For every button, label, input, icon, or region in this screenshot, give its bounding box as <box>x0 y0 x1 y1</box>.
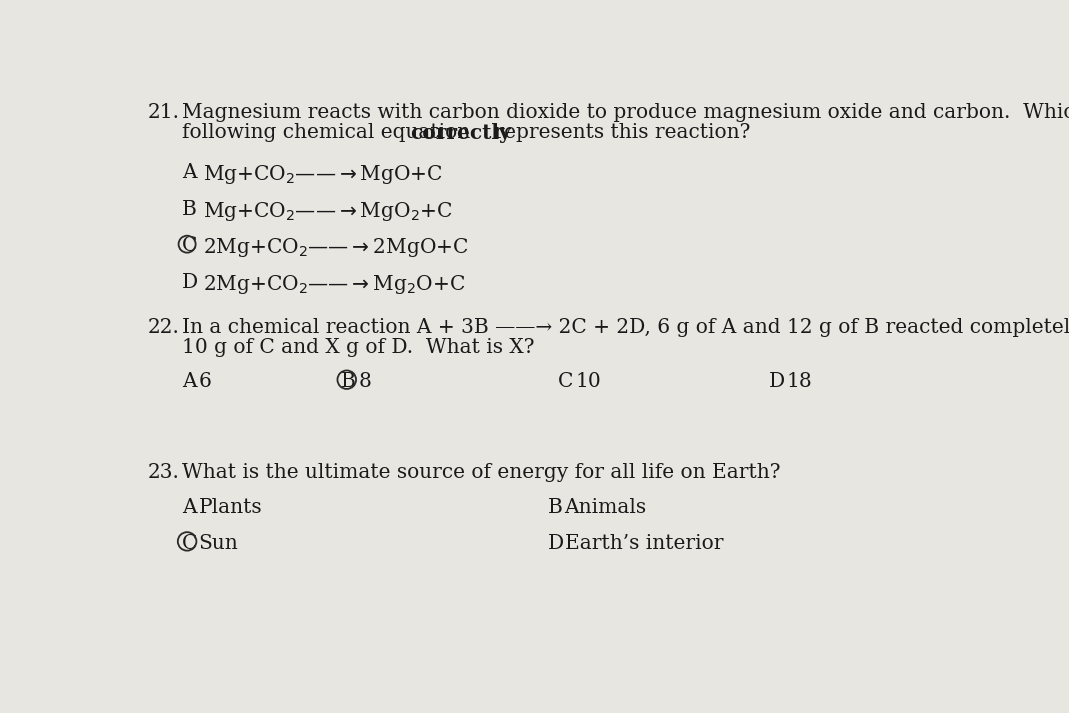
Text: 8: 8 <box>358 372 371 391</box>
Text: 23.: 23. <box>148 463 180 482</box>
Text: Mg+CO$_2$——$\rightarrow$MgO+C: Mg+CO$_2$——$\rightarrow$MgO+C <box>203 163 444 185</box>
Text: C: C <box>182 534 197 553</box>
Text: In a chemical reaction A + 3B ——→ 2C + 2D, 6 g of A and 12 g of B reacted comple: In a chemical reaction A + 3B ——→ 2C + 2… <box>182 318 1069 337</box>
Text: 10: 10 <box>575 372 601 391</box>
Text: 22.: 22. <box>148 318 180 337</box>
Text: 18: 18 <box>786 372 812 391</box>
Text: 2Mg+CO$_2$——$\rightarrow$2MgO+C: 2Mg+CO$_2$——$\rightarrow$2MgO+C <box>203 237 469 260</box>
Text: represents this reaction?: represents this reaction? <box>487 123 750 141</box>
Text: B: B <box>547 498 562 517</box>
Text: B: B <box>182 200 197 218</box>
Text: Animals: Animals <box>564 498 647 517</box>
Text: D: D <box>182 274 198 292</box>
Text: Plants: Plants <box>199 498 262 517</box>
Text: What is the ultimate source of energy for all life on Earth?: What is the ultimate source of energy fo… <box>182 463 780 482</box>
Text: C: C <box>182 237 197 255</box>
Text: 6: 6 <box>199 372 212 391</box>
Text: Earth’s interior: Earth’s interior <box>564 534 723 553</box>
Text: Sun: Sun <box>199 534 238 553</box>
Text: 2Mg+CO$_2$——$\rightarrow$Mg$_2$O+C: 2Mg+CO$_2$——$\rightarrow$Mg$_2$O+C <box>203 274 466 297</box>
Text: following chemical equation: following chemical equation <box>182 123 477 141</box>
Text: C: C <box>558 372 574 391</box>
Text: D: D <box>769 372 786 391</box>
Text: 21.: 21. <box>148 103 180 121</box>
Text: D: D <box>547 534 563 553</box>
Text: correctly: correctly <box>410 123 511 143</box>
Text: A: A <box>182 498 197 517</box>
Text: A: A <box>182 163 197 182</box>
Text: B: B <box>341 372 356 391</box>
Text: A: A <box>182 372 197 391</box>
Text: Magnesium reacts with carbon dioxide to produce magnesium oxide and carbon.  Whi: Magnesium reacts with carbon dioxide to … <box>182 103 1069 121</box>
Text: Mg+CO$_2$——$\rightarrow$MgO$_2$+C: Mg+CO$_2$——$\rightarrow$MgO$_2$+C <box>203 200 453 222</box>
Text: 10 g of C and X g of D.  What is X?: 10 g of C and X g of D. What is X? <box>182 338 534 357</box>
